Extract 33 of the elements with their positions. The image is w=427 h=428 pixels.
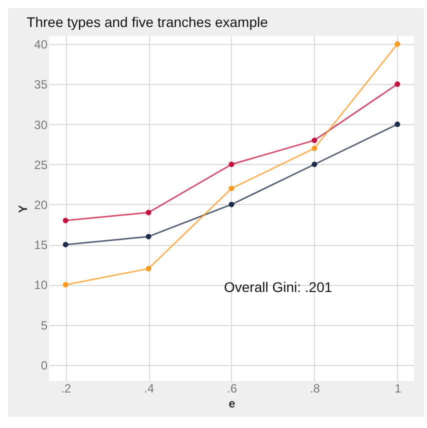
annotation: Overall Gini: .201 — [224, 279, 332, 295]
point — [146, 266, 152, 272]
chart-title: Three types and five tranches example — [26, 14, 268, 30]
point — [394, 122, 400, 127]
point — [62, 218, 68, 224]
point — [228, 162, 234, 168]
x-axis-title: e — [228, 396, 236, 410]
y-tick-label: 0 — [40, 358, 48, 372]
point — [146, 210, 152, 216]
y-tick-label: 25 — [34, 158, 48, 172]
x-tick-label: .8 — [310, 382, 320, 396]
point — [312, 146, 318, 152]
point — [62, 282, 68, 288]
point — [312, 138, 318, 144]
point — [228, 202, 234, 208]
y-tick-label: 15 — [34, 238, 48, 252]
x-tick-label: 1 — [394, 382, 402, 396]
y-tick-label: 35 — [34, 78, 48, 92]
point — [146, 234, 152, 240]
point — [312, 162, 318, 168]
y-tick-label: 20 — [34, 198, 48, 212]
x-tick-label: .2 — [61, 382, 72, 396]
y-tick-label: 5 — [40, 318, 48, 332]
y-axis-title: Y — [16, 204, 30, 214]
point — [62, 242, 68, 248]
y-tick-label: 10 — [34, 278, 48, 292]
point — [394, 41, 400, 47]
point — [394, 81, 400, 87]
point — [228, 186, 234, 192]
x-tick-label: .4 — [144, 382, 154, 396]
y-tick-label: 30 — [34, 118, 48, 132]
y-tick-label: 40 — [34, 38, 48, 52]
x-tick-label: .6 — [226, 382, 238, 396]
